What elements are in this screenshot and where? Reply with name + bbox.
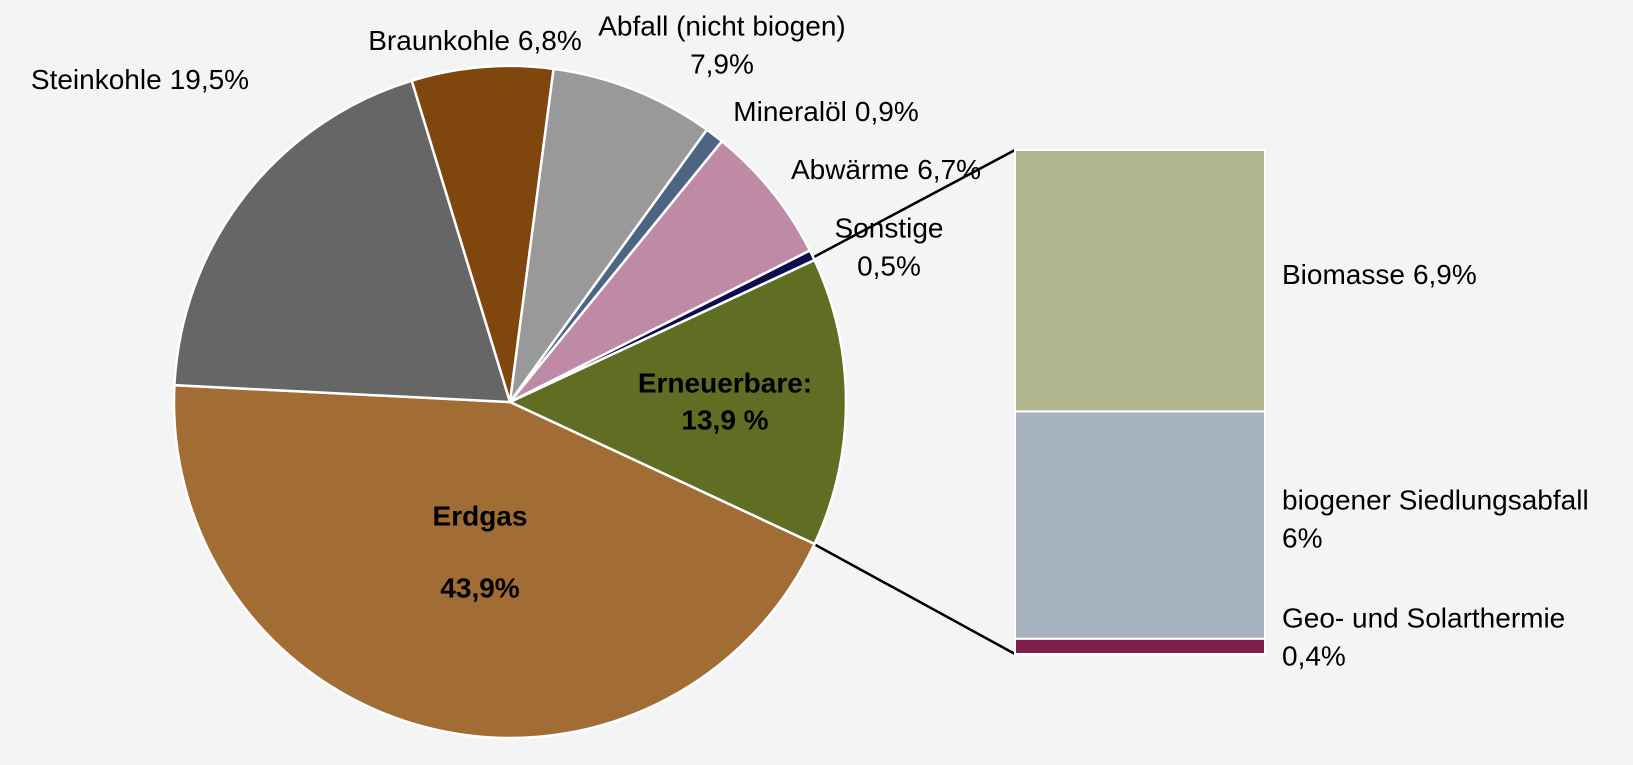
label-value: 13,9 % (681, 404, 768, 435)
data-label: Abwärme 6,7% (791, 154, 981, 185)
pie-slice (509, 248, 817, 404)
label-name: Sonstige (835, 212, 944, 243)
label-name: Steinkohle (31, 64, 162, 95)
label-value: 6,8% (518, 25, 582, 56)
pie-slice (410, 64, 556, 403)
data-label: Braunkohle 6,8% (368, 25, 581, 56)
label-name: Erneuerbare: (638, 367, 812, 398)
label-name: Mineralöl (733, 96, 847, 127)
label-name: Geo- und Solarthermie (1282, 602, 1565, 633)
label-value: 0,9% (855, 96, 919, 127)
label-name: Biomasse (1282, 259, 1405, 290)
bar-segment (1014, 149, 1266, 413)
connector-line (811, 148, 1016, 260)
label-name: Abwärme (791, 154, 909, 185)
bar-segment (1014, 410, 1266, 640)
label-value: 0,5% (857, 250, 921, 281)
label-value: 0,4% (1282, 640, 1346, 671)
data-label: Mineralöl 0,9% (733, 96, 918, 127)
label-name: Abfall (nicht biogen) (598, 10, 845, 41)
pie-slice (173, 79, 512, 404)
label-value: 7,9% (690, 48, 754, 79)
label-name: biogener Siedlungsabfall (1282, 484, 1589, 515)
bar-segment (1014, 637, 1266, 655)
data-label: Biomasse 6,9% (1282, 259, 1477, 290)
pie-slice (509, 139, 812, 404)
connector-line (811, 541, 1016, 656)
data-label: Steinkohle 19,5% (31, 64, 249, 95)
pie-slice (507, 258, 848, 546)
label-value: 6,9% (1413, 259, 1477, 290)
label-name: Erdgas (433, 500, 528, 531)
label-name: Braunkohle (368, 25, 510, 56)
label-value: 6% (1282, 522, 1322, 553)
label-value: 43,9% (440, 572, 519, 603)
pie-slice (172, 383, 817, 740)
label-value: 19,5% (170, 64, 249, 95)
pie-slice (508, 67, 709, 403)
label-value: 6,7% (917, 154, 981, 185)
